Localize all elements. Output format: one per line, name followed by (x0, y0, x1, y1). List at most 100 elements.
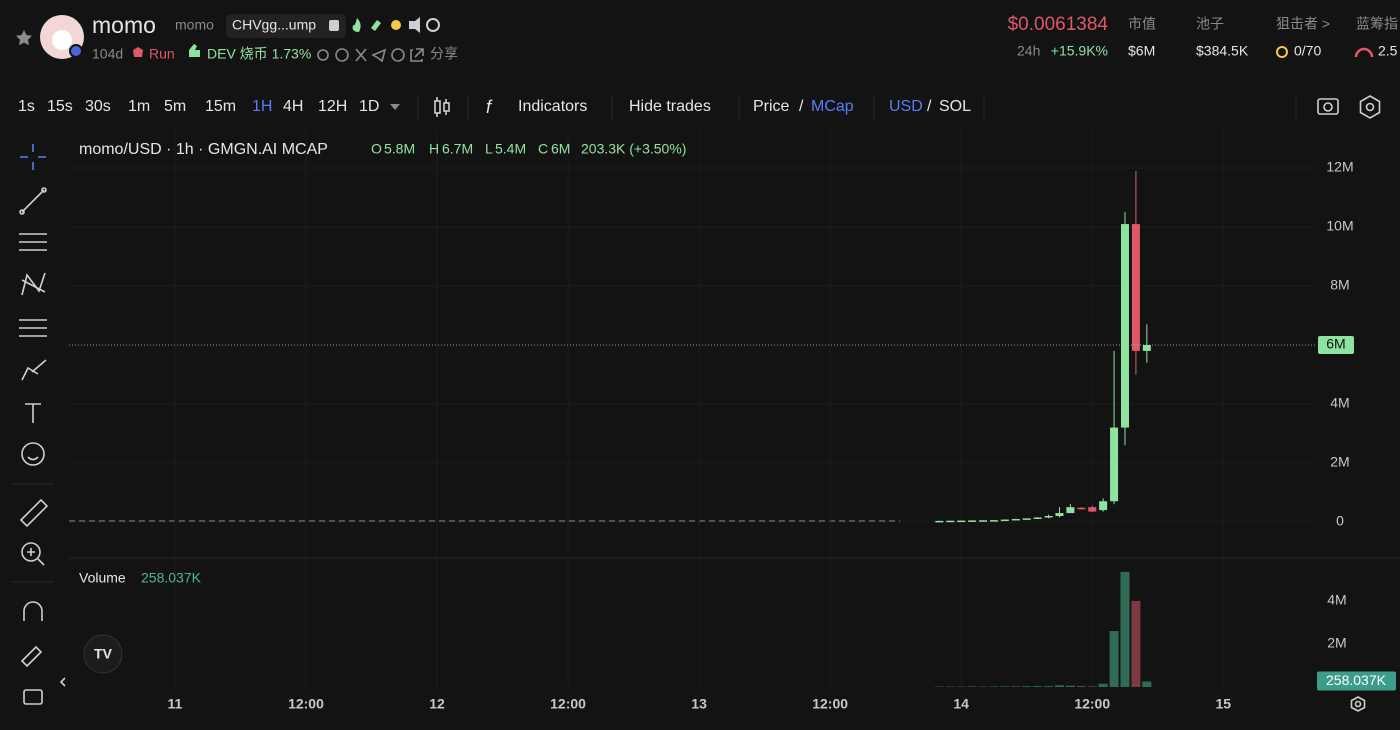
hide-trades[interactable]: Hide trades (629, 98, 711, 115)
y-tick-label: 2M (1330, 454, 1349, 470)
last-price-badge (1318, 335, 1354, 354)
settings-icon[interactable] (1359, 95, 1381, 119)
volume-bar (1087, 686, 1097, 687)
stat-label[interactable]: 狙击者 > (1276, 16, 1330, 32)
legend-value: 5.4M (495, 141, 526, 157)
interval[interactable]: 15m (205, 98, 236, 115)
legend-value: 6.7M (442, 141, 473, 157)
tool-dividers (12, 483, 54, 583)
volume-bar (1120, 571, 1130, 687)
toolbar-dividers (417, 95, 1297, 119)
stat-value: $6M (1128, 43, 1155, 59)
fx-icon[interactable]: f (486, 97, 493, 117)
stat-label: 蓝筹指 (1356, 16, 1398, 32)
price: $0.0061384 (1008, 14, 1109, 35)
drawing-tools[interactable] (19, 144, 49, 705)
stat-label: 池子 (1196, 16, 1224, 32)
legend-value: 5.8M (384, 141, 415, 157)
tv-logo[interactable] (83, 634, 123, 674)
volume-bar (1054, 685, 1064, 687)
volume-bar (1131, 600, 1141, 687)
legend-label: C (538, 141, 548, 157)
volume-bar (1011, 686, 1021, 687)
axis-settings[interactable] (1350, 696, 1366, 712)
candle-body (1033, 517, 1042, 519)
social-icons[interactable] (317, 48, 424, 63)
share[interactable]: 分享 (430, 46, 458, 62)
interval[interactable]: 4H (283, 98, 303, 115)
y-tick-label: 0 (1336, 513, 1344, 529)
run-icon (133, 47, 143, 57)
volume-bar (1044, 686, 1054, 687)
volume-tick-label: 4M (1327, 592, 1346, 608)
price-toggle[interactable]: Price (753, 98, 790, 115)
candle-body (1044, 516, 1053, 518)
volume-badge-label: 258.037K (1326, 672, 1387, 688)
collapse-arrow[interactable] (59, 677, 66, 687)
token-address[interactable]: CHVgg...ump (232, 17, 316, 33)
volume-bar (1098, 683, 1108, 687)
interval-selected[interactable]: 1H (252, 98, 272, 115)
volume-badge (1317, 671, 1396, 691)
stat-label: 市值 (1128, 16, 1156, 32)
token-symbol: momo (175, 17, 214, 33)
interval[interactable]: 1m (128, 98, 150, 115)
volume-title: Volume (79, 570, 126, 586)
stat-value: 0/70 (1294, 43, 1321, 59)
gauge-icon (1354, 47, 1374, 58)
dropdown-arrow[interactable] (390, 104, 400, 110)
separator: / (799, 98, 804, 115)
x-tick-label: 15 (1215, 696, 1231, 712)
copy-icon[interactable] (329, 20, 339, 31)
mcap-toggle[interactable]: MCap (811, 98, 854, 115)
address-pill[interactable] (226, 14, 346, 38)
legend-label: O (371, 141, 382, 157)
volume-bar (989, 686, 999, 687)
status: Run (149, 46, 175, 62)
candle-body (1088, 507, 1097, 512)
interval[interactable]: 30s (85, 98, 111, 115)
legend-label: L (485, 141, 493, 157)
interval[interactable]: 12H (318, 98, 347, 115)
token-name: momo (92, 12, 156, 38)
interval[interactable]: 5m (164, 98, 186, 115)
candle-body (1011, 518, 1020, 521)
candle-body (1120, 224, 1129, 428)
volume-value: 258.037K (141, 570, 202, 586)
candle-body (979, 520, 988, 522)
x-tick-label: 12:00 (550, 696, 586, 712)
volume-bar (1000, 686, 1010, 687)
tv-logo-text: TV (94, 646, 113, 662)
y-tick-label: 4M (1330, 395, 1349, 411)
interval[interactable]: 1D (359, 98, 379, 115)
candle-body (1131, 224, 1140, 351)
candle-body (946, 520, 955, 523)
stat-value: $384.5K (1196, 43, 1249, 59)
change-period: 24h (1017, 43, 1040, 59)
volume-bar (1109, 631, 1119, 687)
legend-change: 203.3K (+3.50%) (581, 141, 686, 157)
interval[interactable]: 15s (47, 98, 73, 115)
camera-icon[interactable] (1317, 98, 1339, 115)
volume-bar (967, 686, 977, 687)
favorite-star[interactable] (16, 30, 32, 46)
sol-toggle[interactable]: SOL (939, 98, 971, 115)
dev-info: DEV 烧币 1.73% (207, 46, 311, 62)
x-tick-label: 13 (691, 696, 707, 712)
stat-value: 2.5 (1378, 43, 1398, 59)
chart-type-icon[interactable] (434, 97, 450, 117)
candle-body (1022, 518, 1031, 520)
candle-body (1066, 507, 1075, 514)
candle-body (1055, 513, 1064, 517)
usd-toggle[interactable]: USD (889, 98, 923, 115)
tag-icons (352, 17, 440, 33)
avatar-badge (69, 44, 83, 58)
volume-bar (1076, 685, 1086, 687)
change: +15.9K% (1051, 43, 1108, 59)
indicators[interactable]: Indicators (518, 98, 587, 115)
legend-value: 6M (551, 141, 570, 157)
interval[interactable]: 1s (18, 98, 35, 115)
candle-body (989, 520, 998, 522)
